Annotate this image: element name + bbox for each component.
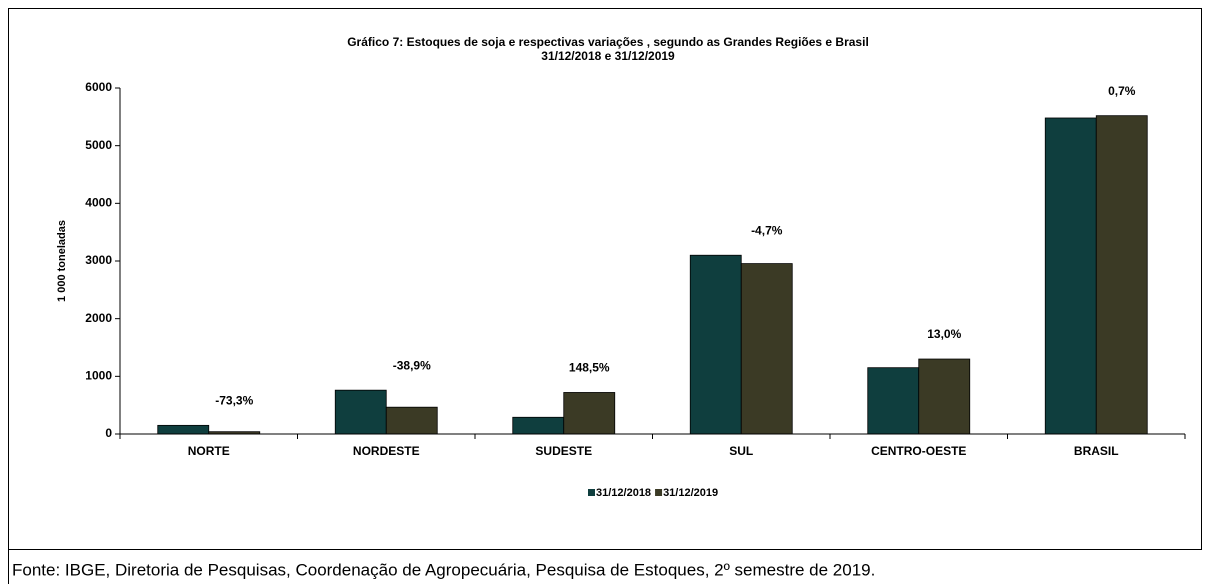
chart-subtitle: 31/12/2018 e 31/12/2019 <box>541 49 675 63</box>
y-tick-label: 0 <box>105 426 112 440</box>
legend-swatch <box>588 489 595 496</box>
x-tick-label: CENTRO-OESTE <box>871 444 966 458</box>
x-tick-label: SUL <box>729 444 753 458</box>
y-tick-label: 4000 <box>85 196 112 210</box>
bar <box>512 416 565 435</box>
x-tick-label: BRASIL <box>1074 444 1119 458</box>
change-label: -73,3% <box>215 394 253 408</box>
bar <box>867 367 920 435</box>
bar <box>1044 117 1097 435</box>
change-label: 148,5% <box>569 361 610 375</box>
legend-label: 31/12/2018 <box>596 487 651 499</box>
bar <box>740 263 793 435</box>
y-tick-label: 5000 <box>85 138 112 152</box>
legend-label: 31/12/2019 <box>663 487 718 499</box>
x-tick-label: NORDESTE <box>353 444 420 458</box>
y-tick-label: 2000 <box>85 311 112 325</box>
source: Fonte: IBGE, Diretoria de Pesquisas, Coo… <box>12 560 875 579</box>
bar <box>157 424 210 435</box>
bar <box>563 392 616 435</box>
chart-title: Gráfico 7: Estoques de soja e respectiva… <box>347 35 869 49</box>
change-label: 0,7% <box>1108 84 1136 98</box>
y-tick-label: 6000 <box>85 80 112 94</box>
bar <box>918 358 971 435</box>
x-tick-label: NORTE <box>188 444 230 458</box>
y-axis-label: 1 000 toneladas <box>56 220 68 302</box>
bar <box>1095 115 1148 435</box>
change-label: 13,0% <box>927 327 961 341</box>
bar <box>689 254 742 435</box>
change-label: -4,7% <box>751 223 783 237</box>
legend-swatch <box>655 489 663 496</box>
y-tick-label: 3000 <box>85 253 112 267</box>
bar <box>334 389 387 435</box>
frame <box>8 8 1202 550</box>
bar <box>385 406 438 435</box>
y-tick-label: 1000 <box>85 369 112 383</box>
x-tick-label: SUDESTE <box>535 444 592 458</box>
change-label: -38,9% <box>393 358 431 372</box>
